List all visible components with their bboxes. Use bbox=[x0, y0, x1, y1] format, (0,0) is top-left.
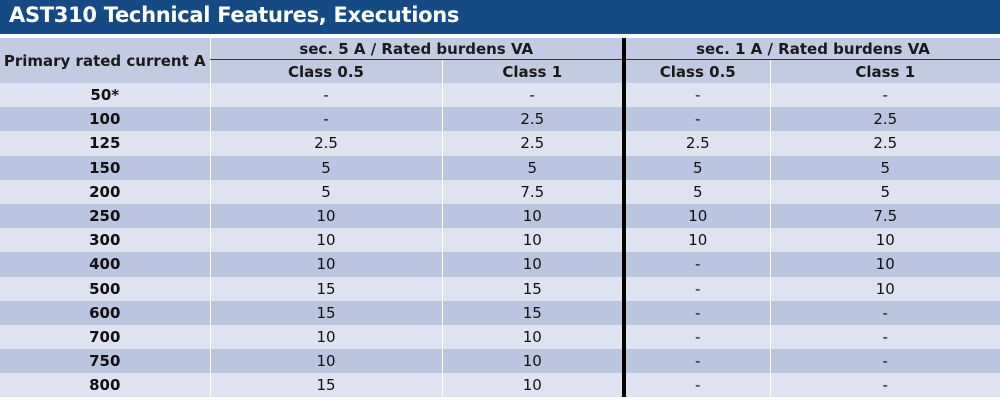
cell-5a-class-0-5: 5 bbox=[209, 179, 442, 204]
table-row: 200 5 7.5 5 5 bbox=[0, 179, 1000, 204]
cell-1a-class-1: - bbox=[769, 373, 1000, 398]
cell-5a-class-1: - bbox=[441, 83, 624, 108]
cell-5a-class-1: 10 bbox=[441, 324, 624, 350]
cell-1a-class-1: - bbox=[769, 83, 1000, 108]
cell-1a-class-0-5: - bbox=[622, 107, 770, 132]
cell-primary-current: 250 bbox=[0, 203, 210, 229]
table-row: 500 15 15-10 bbox=[0, 276, 1000, 301]
cell-5a-class-1: 15 bbox=[441, 276, 624, 301]
cell-primary-current: 400 bbox=[0, 252, 210, 277]
cell-1a-class-1: - bbox=[769, 349, 1000, 374]
cell-5a-class-1: 10 bbox=[441, 349, 624, 374]
cell-primary-current: 100 bbox=[0, 107, 210, 132]
header-1a-class-1: Class 1 bbox=[769, 59, 1000, 83]
cell-1a-class-1: 5 bbox=[769, 179, 1000, 204]
cell-5a-class-0-5: 15 bbox=[209, 373, 442, 398]
cell-1a-class-0-5: 10 bbox=[622, 203, 770, 229]
cell-5a-class-0-5: 5 bbox=[209, 155, 442, 180]
cell-1a-class-1: 10 bbox=[769, 252, 1000, 277]
cell-primary-current: 750 bbox=[0, 349, 210, 374]
cell-primary-current: 200 bbox=[0, 179, 210, 204]
cell-1a-class-1: 5 bbox=[769, 155, 1000, 180]
cell-5a-class-1: 5 bbox=[441, 155, 624, 180]
cell-5a-class-0-5: - bbox=[209, 83, 442, 108]
cell-1a-class-0-5: - bbox=[622, 300, 770, 325]
cell-5a-class-1: 10 bbox=[441, 228, 624, 253]
cell-5a-class-0-5: 15 bbox=[209, 276, 442, 301]
table-row: 50* - - - - bbox=[0, 83, 1000, 108]
table-row: 750 10 10- - bbox=[0, 349, 1000, 374]
cell-5a-class-0-5: - bbox=[209, 107, 442, 132]
title-bar: AST310 Technical Features, Executions bbox=[0, 0, 1000, 34]
cell-1a-class-0-5: - bbox=[622, 276, 770, 301]
header-1a-class-0-5: Class 0.5 bbox=[622, 59, 770, 83]
cell-1a-class-1: - bbox=[769, 324, 1000, 350]
cell-5a-class-1: 10 bbox=[441, 203, 624, 229]
table-row: 300 10 10 10 10 bbox=[0, 228, 1000, 253]
cell-1a-class-0-5: - bbox=[622, 373, 770, 398]
cell-1a-class-1: 2.5 bbox=[769, 107, 1000, 132]
cell-primary-current: 600 bbox=[0, 300, 210, 325]
cell-5a-class-0-5: 15 bbox=[209, 300, 442, 325]
cell-5a-class-0-5: 10 bbox=[209, 203, 442, 229]
header-primary-current: Primary rated current A bbox=[0, 38, 210, 83]
cell-5a-class-1: 2.5 bbox=[441, 131, 624, 156]
cell-primary-current: 800 bbox=[0, 373, 210, 398]
table-body: 50* - - - -100-2.5-2.5 125 2.5 2.5 2.5 2.5 150 5 5 5 5… bbox=[0, 83, 1000, 398]
table-row: 600 15 15- - bbox=[0, 300, 1000, 325]
features-table: Primary rated current A sec. 5 A / Rated… bbox=[0, 38, 1000, 398]
cell-primary-current: 300 bbox=[0, 228, 210, 253]
table-row: 800 15 10- - bbox=[0, 373, 1000, 398]
cell-1a-class-0-5: - bbox=[622, 83, 770, 108]
cell-1a-class-0-5: - bbox=[622, 349, 770, 374]
cell-1a-class-0-5: - bbox=[622, 252, 770, 277]
cell-primary-current: 50* bbox=[0, 83, 210, 108]
cell-primary-current: 500 bbox=[0, 276, 210, 301]
cell-5a-class-0-5: 10 bbox=[209, 252, 442, 277]
cell-5a-class-0-5: 10 bbox=[209, 324, 442, 350]
cell-1a-class-0-5: 5 bbox=[622, 155, 770, 180]
cell-primary-current: 125 bbox=[0, 131, 210, 156]
table-row: 400 10 10-10 bbox=[0, 252, 1000, 277]
cell-1a-class-0-5: 10 bbox=[622, 228, 770, 253]
cell-5a-class-1: 10 bbox=[441, 373, 624, 398]
cell-5a-class-1: 10 bbox=[441, 252, 624, 277]
cell-1a-class-1: - bbox=[769, 300, 1000, 325]
header-group-sec-1a: sec. 1 A / Rated burdens VA bbox=[622, 38, 1000, 60]
cell-1a-class-1: 10 bbox=[769, 276, 1000, 301]
cell-5a-class-1: 15 bbox=[441, 300, 624, 325]
table-row: 100-2.5-2.5 bbox=[0, 107, 1000, 132]
cell-primary-current: 150 bbox=[0, 155, 210, 180]
cell-1a-class-0-5: - bbox=[622, 324, 770, 350]
table-header: Primary rated current A sec. 5 A / Rated… bbox=[0, 38, 1000, 83]
cell-5a-class-0-5: 10 bbox=[209, 349, 442, 374]
cell-5a-class-0-5: 2.5 bbox=[209, 131, 442, 156]
cell-primary-current: 700 bbox=[0, 324, 210, 350]
cell-5a-class-1: 7.5 bbox=[441, 179, 624, 204]
header-5a-class-0-5: Class 0.5 bbox=[209, 59, 442, 83]
table-row: 125 2.5 2.5 2.5 2.5 bbox=[0, 131, 1000, 156]
table-row: 150 5 5 5 5 bbox=[0, 155, 1000, 180]
table-row: 700 10 10- - bbox=[0, 324, 1000, 350]
table-row: 250 10 10 10 7.5 bbox=[0, 203, 1000, 229]
cell-1a-class-0-5: 5 bbox=[622, 179, 770, 204]
cell-1a-class-1: 2.5 bbox=[769, 131, 1000, 156]
cell-5a-class-0-5: 10 bbox=[209, 228, 442, 253]
cell-1a-class-1: 7.5 bbox=[769, 203, 1000, 229]
cell-1a-class-0-5: 2.5 bbox=[622, 131, 770, 156]
page-title: AST310 Technical Features, Executions bbox=[9, 3, 460, 27]
header-5a-class-1: Class 1 bbox=[441, 59, 624, 83]
cell-5a-class-1: 2.5 bbox=[441, 107, 624, 132]
header-group-sec-5a: sec. 5 A / Rated burdens VA bbox=[209, 38, 624, 60]
cell-1a-class-1: 10 bbox=[769, 228, 1000, 253]
